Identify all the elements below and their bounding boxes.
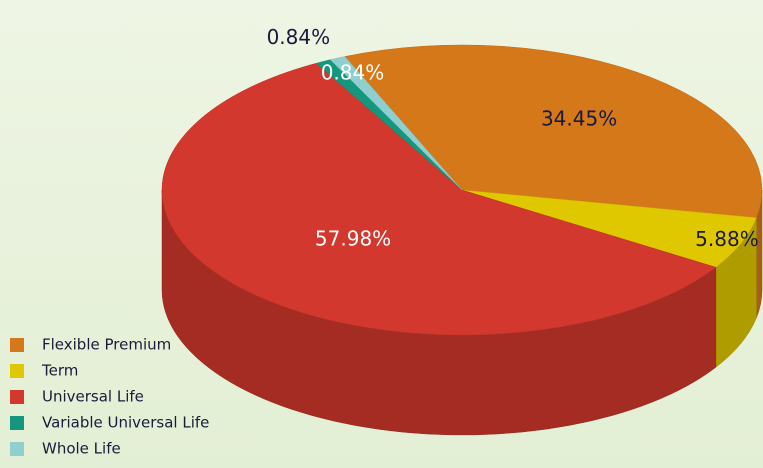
pie-sides [161,189,763,436]
legend-label: Whole Life [42,440,121,458]
legend-swatch [10,416,24,430]
data-label: 0.84% [321,60,385,84]
legend-label: Universal Life [42,388,144,406]
legend-label: Flexible Premium [42,336,171,354]
data-label: 0.84% [267,25,331,49]
pie-tops [161,44,763,336]
legend-swatch [10,442,24,456]
legend-swatch [10,364,24,378]
data-label: 57.98% [315,226,391,250]
legend-label: Variable Universal Life [42,414,209,432]
legend: Flexible Premium Term Universal Life Variab… [10,336,209,458]
slice [344,44,763,219]
data-label: 34.45% [541,107,617,131]
data-labels: 34.45% 5.88% 57.98% 0.84% 0.84% [267,25,759,251]
slice [329,56,463,191]
slice [161,62,717,336]
legend-label: Term [41,362,78,380]
legend-swatch [10,390,24,404]
data-label: 5.88% [695,227,759,251]
legend-swatch [10,338,24,352]
